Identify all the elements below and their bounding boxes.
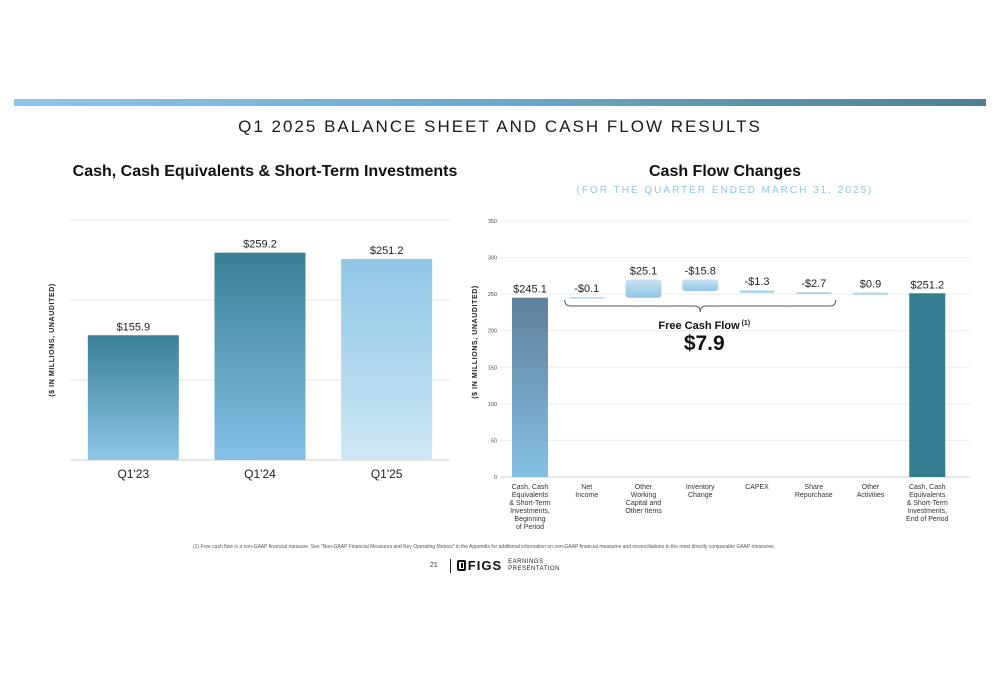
waterfall-bar-1 [568,296,605,299]
footer-divider [449,558,451,573]
waterfall-category-label-0-0: Cash, Cash [512,484,549,491]
waterfall-category-label-0-5: of Period [516,524,544,531]
waterfall-bar-label-5: -$2.7 [801,278,826,290]
waterfall-category-label-6-1: Activities [857,492,885,499]
left-bar-2 [341,259,433,460]
waterfall-bar-4 [739,290,775,293]
waterfall-category-label-0-1: Equivalents [512,492,549,499]
free-cash-flow-value: $7.9 [684,332,725,355]
right-y-tick-0: 0 [494,475,497,481]
brand-subtitle: EARNINGS PRESENTATION [508,559,560,573]
waterfall-category-label-2-1: Working [631,492,657,499]
waterfall-bar-label-1: -$0.1 [574,283,599,295]
waterfall-category-label-7-4: End of Period [906,516,949,523]
waterfall-category-label-7-0: Cash, Cash [909,484,946,491]
waterfall-category-label-6-0: Other [862,484,880,491]
free-cash-flow-bracket [564,299,837,313]
footnote: (1) Free cash flow is a non-GAAP financi… [193,544,775,550]
waterfall-category-label-3-0: Inventory [686,484,715,491]
waterfall-category-label-2-0: Other [635,484,653,491]
waterfall-category-label-0-2: & Short-Term [509,500,550,507]
left-bar-label-0: $155.9 [117,321,151,333]
waterfall-bar-0 [512,297,548,477]
waterfall-category-label-0-3: Investments, [510,508,550,515]
right-y-tick-4: 200 [488,329,497,335]
right-y-tick-6: 300 [488,256,497,262]
left-category-label-0: Q1'23 [118,467,150,481]
left-bar-label-1: $259.2 [243,239,277,251]
waterfall-category-label-3-1: Change [688,492,713,499]
left-y-axis-label: ($ IN MILLIONS, UNAUDITED) [49,283,56,397]
brand-subtitle-line2: PRESENTATION [508,565,560,572]
top-accent-bar [14,99,986,106]
waterfall-category-label-1-1: Income [575,492,598,499]
waterfall-category-label-4-0: CAPEX [745,484,769,491]
waterfall-bar-7 [909,293,946,477]
waterfall-bar-label-4: -$1.3 [744,276,769,288]
right-y-tick-1: 50 [491,438,497,444]
right-y-tick-3: 150 [488,365,497,371]
left-category-label-2: Q1'25 [371,467,403,481]
right-chart-title: Cash Flow Changes [648,163,802,180]
waterfall-category-label-2-3: Other Items [625,508,662,515]
waterfall-bar-3 [682,279,719,291]
waterfall-bar-label-3: -$15.8 [685,265,716,277]
waterfall-category-label-7-3: Investments, [907,508,947,515]
right-chart-subtitle: (FOR THE QUARTER ENDED MARCH 31, 2025) [576,185,874,196]
left-bar-0 [87,335,179,460]
waterfall-bar-6 [852,292,889,295]
right-y-tick-2: 100 [488,402,497,408]
left-bar-1 [214,252,306,460]
left-chart-title: Cash, Cash Equivalents & Short-Term Inve… [72,163,458,180]
waterfall-category-label-2-2: Capital and [626,500,662,507]
free-cash-flow-label: Free Cash Flow (1) [658,320,750,332]
footer: 21 FIGS EARNINGS PRESENTATION [430,558,560,573]
left-bar-label-2: $251.2 [370,245,404,257]
right-y-tick-7: 350 [488,219,497,225]
waterfall-bar-2 [625,279,662,298]
brand-name: FIGS [467,558,503,573]
left-category-label-1: Q1'24 [244,467,276,481]
waterfall-bar-label-6: $0.9 [860,279,881,291]
waterfall-bar-label-7: $251.2 [910,279,944,291]
page-title: Q1 2025 BALANCE SHEET AND CASH FLOW RESU… [238,117,762,136]
waterfall-category-label-7-1: Equivalents [909,492,946,499]
brand-subtitle-line1: EARNINGS [508,558,544,565]
right-y-axis-label: ($ IN MILLIONS, UNAUDITED) [472,285,479,399]
waterfall-bar-label-0: $245.1 [513,284,547,296]
page-number: 21 [430,562,438,569]
figs-logo-icon [456,560,466,571]
waterfall-category-label-5-1: Repurchase [795,492,833,499]
right-y-tick-5: 250 [488,292,497,298]
waterfall-category-label-5-0: Share [804,484,823,491]
waterfall-bar-label-2: $25.1 [630,265,658,277]
waterfall-category-label-0-4: Beginning [514,516,545,523]
waterfall-bar-5 [795,291,832,294]
waterfall-category-label-7-2: & Short-Term [907,500,948,507]
waterfall-category-label-1-0: Net [581,484,592,491]
